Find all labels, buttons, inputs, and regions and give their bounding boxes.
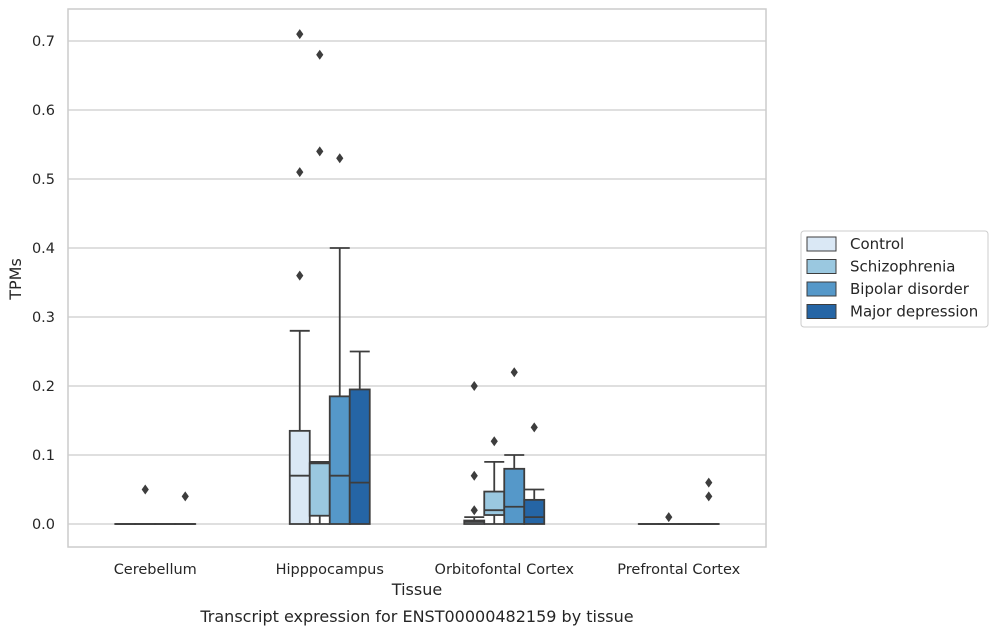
box-group (503, 367, 526, 525)
x-axis-label: Tissue (391, 580, 442, 599)
legend-swatch (806, 236, 837, 252)
outlier-point (316, 49, 324, 60)
plot-frame (67, 8, 767, 548)
chart-caption: Transcript expression for ENST0000048215… (199, 607, 633, 626)
y-axis-label: TPMs (6, 258, 25, 301)
legend-swatch (806, 259, 837, 274)
legend-label: Bipolar disorder (850, 280, 970, 298)
outlier-point (470, 505, 478, 516)
x-tick-label: Orbitofontal Cortex (435, 562, 575, 578)
outlier-point (470, 381, 478, 391)
box-group (288, 29, 311, 525)
y-tick-label: 0.4 (32, 241, 55, 257)
box-group (174, 491, 197, 525)
x-tick-labels: Cerebellum Hipppocampus Orbitofontal Corte… (114, 562, 741, 578)
outlier-point (296, 167, 304, 178)
outlier-point (705, 491, 713, 502)
box-group (134, 484, 157, 525)
y-tick-label: 0.1 (32, 448, 55, 464)
y-tick-label: 0.0 (32, 517, 55, 533)
outlier-point (530, 422, 538, 433)
box-body (308, 462, 331, 517)
box-group (697, 477, 720, 525)
grid-lines (68, 40, 766, 525)
box-group (463, 381, 486, 525)
box-body (483, 490, 506, 516)
box-body (348, 388, 371, 525)
box-body (503, 467, 526, 525)
outlier-point (316, 146, 324, 157)
legend-label: Major depression (850, 303, 978, 321)
x-tick-label: Cerebellum (114, 562, 197, 578)
legend-frame (800, 230, 989, 328)
box-group (483, 436, 506, 525)
x-tick-label: Prefrontal Cortex (617, 562, 740, 578)
box-body (523, 498, 546, 525)
outlier-point (665, 512, 673, 523)
outlier-point (470, 470, 478, 481)
legend-swatch (806, 304, 837, 319)
outlier-point (705, 477, 713, 488)
box-groups (114, 29, 720, 525)
legend-label: Schizophrenia (850, 258, 955, 276)
x-tick-label: Hipppocampus (276, 562, 384, 578)
box-group (523, 422, 546, 525)
y-tick-label: 0.5 (32, 172, 55, 188)
box-body (288, 429, 311, 525)
outlier-point (296, 270, 304, 281)
y-tick-label: 0.6 (32, 103, 55, 119)
box-group (308, 49, 331, 525)
y-tick-label: 0.7 (32, 34, 55, 50)
outlier-point (490, 436, 498, 447)
outlier-point (510, 367, 518, 378)
box-group (328, 153, 351, 525)
legend-swatch (806, 281, 837, 297)
legend: Control Schizophrenia Bipolar disorder Majo… (800, 230, 989, 328)
legend-label: Control (850, 235, 904, 253)
box-group (657, 512, 680, 525)
box-group (348, 350, 371, 525)
y-tick-label: 0.2 (32, 379, 55, 395)
outlier-point (296, 29, 304, 40)
outlier-point (336, 153, 344, 164)
y-tick-label: 0.3 (32, 310, 55, 326)
y-tick-labels: 0.0 0.1 0.2 0.3 0.4 0.5 0.6 0.7 (32, 34, 55, 533)
box-body (328, 395, 351, 525)
outlier-point (141, 484, 149, 495)
outlier-point (181, 491, 189, 502)
